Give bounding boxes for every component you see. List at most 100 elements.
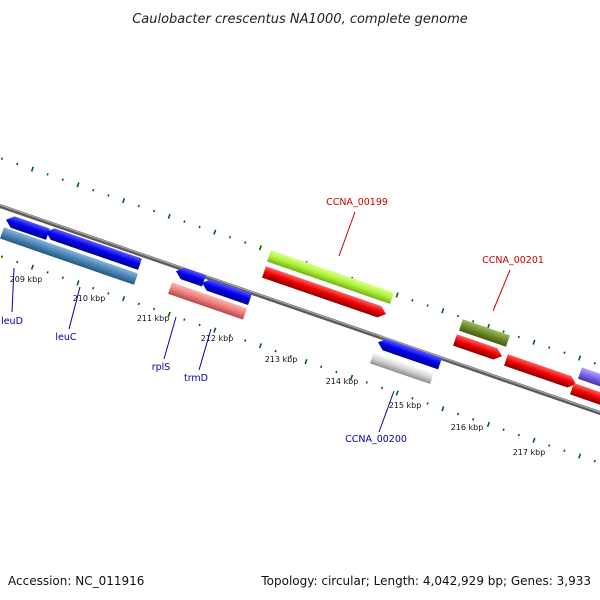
gc-tick-inner bbox=[563, 449, 566, 453]
gc-tick-outer bbox=[244, 241, 247, 244]
kbp-tick-label: 212 kbp bbox=[201, 334, 234, 343]
gc-tick-inner bbox=[517, 433, 520, 437]
kbp-tick-label: 216 kbp bbox=[451, 423, 484, 432]
gene-label-leader bbox=[198, 328, 212, 371]
gc-tick-outer bbox=[411, 298, 414, 302]
accession-label: Accession: NC_011916 bbox=[8, 574, 145, 588]
gene-feature-arrow[interactable] bbox=[267, 250, 394, 304]
kbp-ruler: 209 kbp 210 kbp 211 kbp 212 kbp 213 kbp 214 k… bbox=[10, 275, 546, 457]
gc-tick-inner bbox=[152, 307, 156, 311]
gc-tick-inner bbox=[502, 428, 505, 432]
gc-tick-inner bbox=[92, 286, 95, 290]
gc-tick-inner bbox=[593, 459, 596, 463]
gc-tick-outer bbox=[426, 304, 429, 307]
gc-tick-outer bbox=[167, 213, 171, 220]
gc-tick-outer bbox=[152, 209, 156, 213]
gene-feature-arrow[interactable] bbox=[370, 351, 434, 385]
gene-label-leader bbox=[68, 286, 81, 330]
gene-label-leader bbox=[163, 316, 177, 360]
gc-tick-inner bbox=[426, 402, 429, 405]
gc-tick-outer bbox=[16, 162, 19, 166]
gc-tick-outer bbox=[61, 178, 64, 182]
gene-label[interactable]: CCNA_00200 bbox=[345, 434, 407, 445]
gc-tick-outer bbox=[76, 182, 80, 188]
gc-tick-inner bbox=[213, 327, 217, 333]
gc-tick-inner bbox=[395, 390, 399, 396]
gc-tick-outer bbox=[563, 351, 566, 355]
kbp-tick-label: 215 kbp bbox=[389, 401, 422, 410]
gc-tick-outer bbox=[107, 194, 110, 197]
gc-tick-inner bbox=[548, 444, 551, 447]
gc-tick-inner bbox=[258, 343, 262, 349]
gc-tick-inner bbox=[137, 302, 140, 306]
gene-label-leader bbox=[378, 390, 395, 433]
gc-tick-outer bbox=[502, 330, 505, 334]
gene-label[interactable]: trmD bbox=[184, 373, 208, 384]
gc-tick-inner bbox=[456, 412, 460, 416]
gc-tick-outer bbox=[395, 292, 399, 298]
gc-tick-inner bbox=[46, 271, 49, 274]
kbp-tick-label: 214 kbp bbox=[326, 377, 359, 386]
kbp-tick-label: 211 kbp bbox=[137, 314, 170, 323]
gc-tick-inner bbox=[472, 417, 475, 421]
gene-feature-arrow[interactable] bbox=[570, 383, 600, 411]
gene-feature-arrow[interactable] bbox=[459, 319, 510, 347]
gc-tick-outer bbox=[228, 235, 232, 239]
gc-tick-outer bbox=[593, 361, 596, 365]
gc-skew-inner-track bbox=[0, 255, 596, 463]
map-title: Caulobacter crescentus NA1000, complete … bbox=[132, 12, 468, 27]
gc-tick-outer bbox=[137, 204, 140, 208]
gc-tick-inner bbox=[274, 349, 277, 353]
gc-tick-inner bbox=[167, 311, 171, 318]
gc-tick-inner bbox=[578, 453, 582, 459]
gene-feature-arrow[interactable] bbox=[453, 334, 504, 362]
gene-label-leader bbox=[338, 211, 356, 257]
gc-tick-outer bbox=[46, 173, 49, 176]
gc-tick-outer bbox=[532, 339, 536, 345]
gene-feature-arrow[interactable] bbox=[168, 282, 247, 320]
gene-feature-arrow[interactable] bbox=[174, 265, 206, 287]
gc-tick-inner bbox=[350, 374, 354, 380]
gc-tick-outer bbox=[456, 314, 460, 318]
gene-feature-arrow[interactable] bbox=[44, 226, 142, 270]
gene-feature-arrow[interactable] bbox=[200, 277, 252, 305]
gene-feature-arrow[interactable] bbox=[4, 214, 50, 240]
gc-tick-inner bbox=[441, 406, 445, 412]
gene-feature-arrow[interactable] bbox=[262, 266, 388, 319]
gc-tick-inner bbox=[304, 358, 308, 365]
gc-tick-inner bbox=[76, 280, 80, 286]
gc-tick-outer bbox=[30, 166, 34, 172]
gene-feature-arrow[interactable] bbox=[504, 354, 578, 389]
gc-tick-inner bbox=[0, 255, 4, 259]
gc-tick-outer bbox=[198, 225, 201, 229]
gc-tick-outer bbox=[0, 157, 4, 161]
gene-feature-arrow[interactable] bbox=[578, 367, 600, 393]
gc-tick-outer bbox=[122, 197, 126, 204]
kbp-tick-label: 210 kbp bbox=[73, 294, 106, 303]
gene-label-leader bbox=[492, 269, 511, 312]
gene-label[interactable]: leuD bbox=[1, 316, 23, 327]
gc-tick-outer bbox=[258, 245, 262, 251]
gc-tick-outer bbox=[213, 229, 217, 235]
gc-tick-inner bbox=[228, 333, 232, 337]
gene-labels: leuD leuC rplS trmD CCNA_00199 CCNA_00200 CCNA… bbox=[1, 197, 544, 445]
gc-tick-inner bbox=[486, 421, 490, 428]
gc-tick-inner bbox=[411, 396, 414, 400]
gene-label[interactable]: leuC bbox=[55, 332, 77, 343]
gene-label[interactable]: CCNA_00201 bbox=[482, 255, 544, 266]
gc-tick-inner bbox=[122, 295, 126, 302]
gene-feature-arrow[interactable] bbox=[0, 227, 138, 285]
gc-tick-inner bbox=[365, 381, 368, 384]
gene-feature-arrow[interactable] bbox=[376, 337, 442, 370]
gc-tick-inner bbox=[183, 318, 186, 321]
gc-tick-outer bbox=[472, 319, 475, 323]
feature-track bbox=[0, 214, 600, 411]
gc-tick-inner bbox=[16, 260, 19, 264]
gene-label[interactable]: CCNA_00199 bbox=[326, 197, 388, 208]
kbp-tick-label: 217 kbp bbox=[513, 448, 546, 457]
gc-tick-inner bbox=[380, 386, 384, 390]
gene-label[interactable]: rplS bbox=[152, 362, 171, 373]
gc-tick-outer bbox=[92, 188, 95, 192]
kbp-tick-label: 213 kbp bbox=[265, 355, 298, 364]
